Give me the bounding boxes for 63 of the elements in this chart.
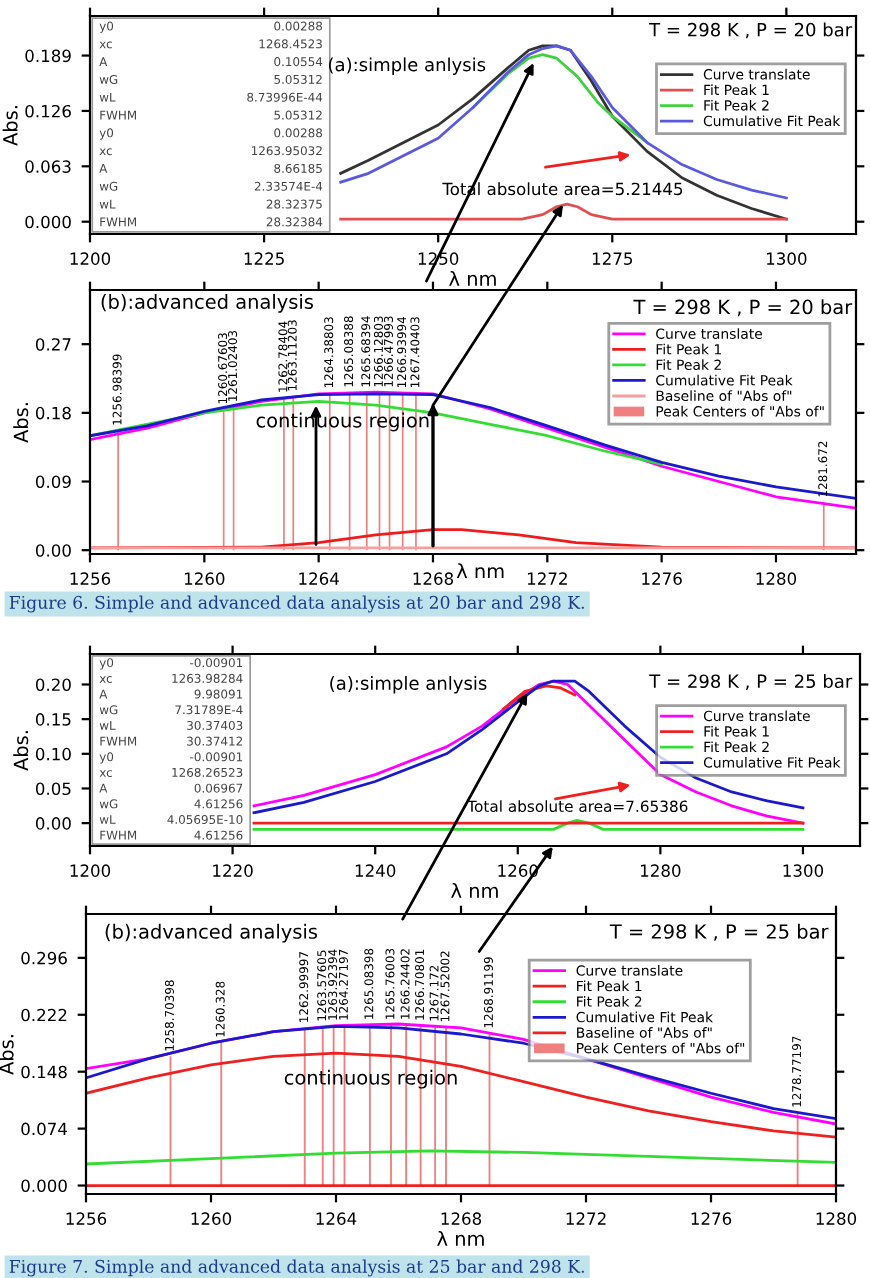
y-tick-label: 0.074 [21, 1122, 68, 1136]
line-series [339, 202, 788, 221]
x-tick-label: 1300 [766, 252, 807, 265]
x-tick-label: 1272 [527, 572, 567, 585]
x-tick-label: 1200 [70, 864, 111, 877]
x-tick-label: 1276 [691, 1212, 732, 1225]
y-tick-label: 0.189 [25, 49, 71, 63]
x-axis-title: λ nm [451, 882, 498, 898]
y-tick-label: 0.18 [35, 406, 71, 420]
x-tick-label: 1272 [566, 1212, 606, 1225]
y-axis-title: Abs. [13, 403, 29, 443]
caption: Figure 6. Simple and advanced data analysis at 20 bar and 298 K. [9, 595, 584, 613]
x-tick-label: 1280 [816, 1212, 857, 1225]
y-tick-label: 0.296 [21, 951, 67, 965]
x-axis-title: λ nm [449, 270, 496, 286]
annotation: (b):advanced analysis [105, 923, 318, 943]
y-tick-label: 0.00 [35, 817, 71, 830]
x-tick-label: 1264 [299, 572, 339, 585]
annotation: T = 298 K , P = 20 bar [649, 22, 853, 39]
line-series [90, 528, 856, 550]
line-series [502, 684, 577, 711]
y-tick-label: 0.10 [35, 747, 71, 761]
y-axis-title: Abs. [2, 106, 18, 146]
x-tick-label: 1256 [66, 1212, 107, 1225]
caption: Figure 7. Simple and advanced data analysis at 25 bar and 298 K. [9, 1259, 584, 1277]
y-tick-label: 0.27 [35, 338, 71, 351]
line-series [86, 1149, 836, 1166]
y-tick-label: 0.063 [25, 160, 71, 173]
x-tick-label: 1268 [441, 1212, 482, 1225]
x-axis-title: λ nm [456, 563, 504, 579]
y-tick-label: 0.05 [35, 782, 71, 796]
x-tick-label: 1240 [355, 864, 396, 877]
x-axis-title: λ nm [437, 1230, 484, 1246]
annotation: (a):simple anlysis [330, 675, 487, 694]
x-tick-label: 1280 [756, 572, 797, 585]
x-tick-label: 1300 [783, 864, 824, 877]
y-tick-label: 0.15 [35, 713, 71, 726]
y-tick-label: 0.148 [21, 1065, 67, 1079]
y-tick-label: 0.09 [35, 475, 71, 489]
annotation: T = 298 K , P = 20 bar [633, 299, 853, 317]
x-tick-label: 1260 [191, 1212, 232, 1225]
annotation: continuous region [284, 1069, 457, 1089]
x-tick-label: 1280 [640, 864, 681, 877]
y-tick-label: 0.126 [25, 104, 71, 118]
y-tick-label: 0.222 [21, 1008, 67, 1022]
x-tick-label: 1200 [70, 252, 111, 265]
annotation: T = 298 K , P = 25 bar [609, 923, 829, 941]
y-tick-label: 0.000 [25, 215, 71, 229]
x-tick-label: 1220 [213, 864, 253, 877]
x-tick-label: 1225 [244, 252, 284, 265]
annotation: (b):advanced analysis [101, 293, 313, 313]
x-tick-label: 1264 [316, 1212, 357, 1225]
y-tick-label: 0.00 [35, 544, 71, 557]
x-tick-label: 1276 [642, 572, 682, 585]
x-tick-label: 1256 [70, 572, 111, 585]
annotation: (a):simple anlysis [329, 57, 486, 75]
x-tick-label: 1268 [413, 572, 454, 585]
y-axis-title: Abs. [13, 731, 29, 771]
x-tick-label: 1275 [592, 252, 633, 265]
x-tick-label: 1260 [184, 572, 225, 585]
annotation: T = 298 K , P = 25 bar [649, 674, 853, 690]
y-tick-label: 0.000 [21, 1179, 67, 1193]
y-tick-label: 0.20 [35, 678, 71, 692]
